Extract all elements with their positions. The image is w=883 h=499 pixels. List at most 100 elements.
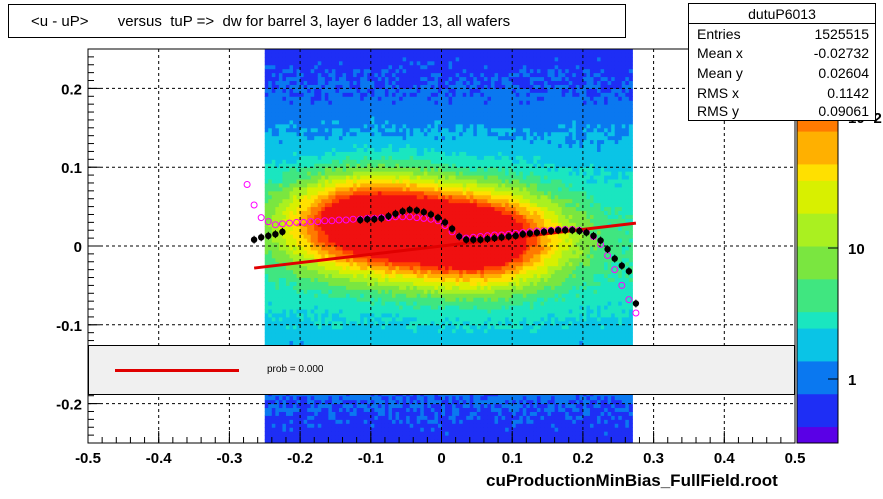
heat-cell (285, 281, 290, 286)
heat-cell (370, 297, 375, 302)
heat-cell (331, 194, 336, 200)
heat-cell (268, 49, 273, 54)
heat-cell (331, 238, 336, 243)
heat-cell (271, 340, 276, 345)
heat-cell (416, 96, 421, 101)
heat-cell (370, 320, 375, 326)
heat-cell (409, 182, 414, 188)
heat-cell (392, 277, 397, 282)
heat-cell (317, 190, 322, 196)
heat-cell (363, 159, 368, 164)
heat-cell (409, 439, 414, 444)
heat-cell (314, 49, 319, 54)
heat-cell (356, 64, 361, 70)
heat-cell (328, 407, 333, 412)
heat-cell (300, 190, 305, 196)
heat-cell (314, 340, 319, 345)
heat-cell (346, 395, 351, 401)
heat-cell (360, 289, 365, 294)
heat-cell (300, 167, 305, 172)
heat-cell (420, 194, 425, 200)
heat-cell (328, 163, 333, 168)
heat-cell (374, 64, 379, 70)
heat-cell (434, 324, 439, 330)
heat-cell (434, 135, 439, 141)
heat-cell (271, 76, 276, 82)
heat-cell (430, 269, 435, 275)
heat-cell (420, 293, 425, 298)
heat-cell (349, 135, 354, 141)
heat-cell (335, 76, 340, 82)
heat-cell (420, 277, 425, 282)
heat-cell (416, 214, 421, 219)
heat-cell (275, 100, 280, 105)
heat-cell (370, 435, 375, 440)
heat-cell (399, 60, 404, 66)
heat-cell (346, 336, 351, 342)
heat-cell (282, 186, 287, 192)
heat-cell (406, 435, 411, 440)
heat-cell (338, 84, 344, 89)
heat-cell (402, 293, 407, 298)
heat-cell (285, 127, 290, 133)
heat-cell (296, 186, 301, 192)
heat-cell (349, 257, 354, 263)
heat-cell (285, 238, 290, 243)
heat-cell (303, 108, 308, 113)
heat-cell (264, 182, 269, 188)
heat-cell (381, 399, 386, 405)
heat-cell (420, 289, 425, 294)
heat-cell (300, 206, 305, 212)
heat-cell (370, 261, 375, 267)
heat-cell (406, 119, 411, 125)
heat-cell (275, 277, 280, 282)
heat-cell (420, 305, 425, 310)
heat-cell (338, 427, 344, 432)
heat-cell (430, 230, 435, 235)
heat-cell (437, 119, 442, 125)
heat-cell (377, 285, 382, 290)
heat-cell (349, 80, 354, 85)
heat-cell (388, 115, 393, 121)
heat-cell (317, 265, 322, 271)
heat-cell (317, 64, 322, 70)
heat-cell (377, 273, 382, 279)
heat-cell (367, 123, 372, 129)
heat-cell (342, 139, 347, 145)
heat-cell (434, 336, 439, 342)
heat-cell (317, 119, 322, 125)
heat-cell (413, 234, 418, 239)
heat-cell (300, 84, 305, 89)
heat-cell (388, 175, 393, 180)
heat-cell (307, 309, 312, 314)
heat-cell (317, 186, 322, 192)
heat-cell (384, 119, 389, 125)
heat-cell (402, 60, 407, 66)
heat-cell (296, 395, 301, 401)
heat-cell (296, 320, 301, 326)
heat-cell (420, 163, 425, 168)
heat-cell (420, 261, 425, 267)
heat-cell (282, 131, 287, 137)
heat-cell (363, 222, 368, 227)
heat-cell (310, 147, 315, 152)
heat-cell (321, 214, 326, 219)
heat-cell (384, 320, 389, 326)
heat-cell (356, 171, 361, 176)
heat-cell (293, 218, 298, 223)
heat-cell (324, 112, 329, 117)
heat-cell (363, 68, 368, 74)
heat-cell (437, 72, 442, 78)
heat-cell (402, 289, 407, 294)
heat-cell (342, 179, 347, 184)
heat-cell (374, 273, 379, 279)
heat-cell (353, 340, 358, 345)
heat-cell (349, 56, 354, 62)
heat-cell (293, 340, 298, 345)
heat-cell (349, 312, 354, 318)
heat-cell (307, 242, 312, 247)
heat-cell (388, 218, 393, 223)
heat-cell (430, 190, 435, 196)
heat-cell (300, 297, 305, 302)
heat-cell (278, 320, 283, 326)
